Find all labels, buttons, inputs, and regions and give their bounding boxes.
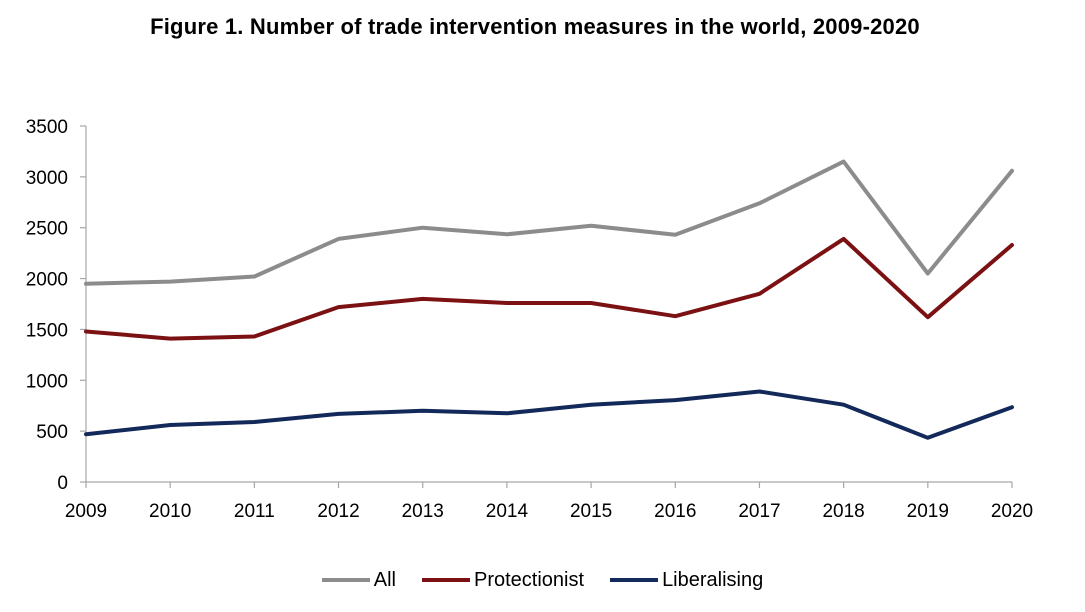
series-line-protectionist: [84, 236, 1014, 341]
legend-item-liberalising: Liberalising: [610, 569, 763, 592]
x-tick-label: 2018: [822, 501, 864, 522]
y-tick-label: 3500: [26, 117, 68, 138]
x-tick-label: 2009: [65, 501, 107, 522]
x-tick-label: 2015: [570, 501, 612, 522]
y-tick-label: 500: [36, 422, 68, 443]
series-line-all: [84, 159, 1014, 286]
legend-label-all: All: [373, 568, 396, 591]
x-tick-label: 2011: [234, 501, 275, 522]
x-tick-label: 2012: [317, 501, 359, 522]
chart-axes: 0 500 1000 1500 2000 2500 3000 3500 2009 2010 2011…: [26, 117, 1033, 522]
x-tick-label: 2014: [486, 501, 529, 522]
y-tick-label: 1000: [26, 371, 68, 392]
y-tick-label: 0: [57, 473, 68, 494]
legend-label-protectionist: Protectionist: [474, 568, 585, 591]
chart-legend: All Protectionist Liberalising: [0, 566, 1085, 594]
y-tick-label: 2500: [26, 219, 68, 240]
legend-item-protectionist: Protectionist: [422, 569, 584, 592]
x-tick-label: 2017: [738, 501, 780, 522]
chart-title: Figure 1. Number of trade intervention m…: [150, 14, 920, 39]
x-tick-label: 2020: [991, 501, 1033, 522]
x-tick-label: 2016: [654, 501, 696, 522]
y-tick-label: 2000: [26, 270, 68, 291]
x-tick-label: 2013: [402, 501, 444, 522]
x-tick-label: 2019: [907, 501, 949, 522]
legend-swatch-liberalising: [610, 578, 659, 582]
y-tick-label: 3000: [26, 168, 68, 189]
legend-item-all: All: [321, 568, 396, 592]
series-line-liberalising: [84, 389, 1014, 440]
chart-series: [84, 159, 1014, 440]
y-tick-label: 1500: [26, 320, 68, 341]
legend-swatch-protectionist: [422, 578, 470, 582]
legend-label-liberalising: Liberalising: [662, 568, 764, 591]
legend-swatch-all: [321, 578, 370, 582]
x-tick-label: 2010: [149, 501, 191, 522]
